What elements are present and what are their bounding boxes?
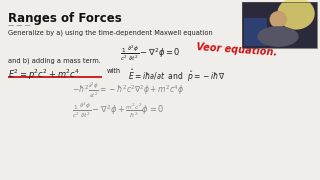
Text: $\hat{E} = i\hbar\partial/\partial t$  and  $\hat{p} = -i\hbar\nabla$: $\hat{E} = i\hbar\partial/\partial t$ an…: [128, 68, 225, 84]
Text: with: with: [107, 68, 121, 74]
Text: $\frac{1}{c^2}\frac{\partial^2\phi}{\partial t^2} - \nabla^2\phi = 0$: $\frac{1}{c^2}\frac{\partial^2\phi}{\par…: [120, 43, 180, 63]
Bar: [242, 2, 317, 48]
Ellipse shape: [277, 0, 315, 30]
Ellipse shape: [257, 26, 299, 47]
Bar: [244, 18, 267, 46]
Text: Veor equation.: Veor equation.: [196, 42, 277, 58]
Text: Ranges of Forces: Ranges of Forces: [8, 12, 122, 25]
Text: $E^2 = p^2c^2 + m^2c^4$: $E^2 = p^2c^2 + m^2c^4$: [8, 68, 80, 82]
Text: $-\hbar^2\frac{\partial^2\phi}{\partial t^2} = -\hbar^2 c^2\nabla^2\phi + m^2c^4: $-\hbar^2\frac{\partial^2\phi}{\partial …: [72, 80, 184, 100]
Circle shape: [270, 11, 286, 28]
Text: $\frac{1}{c^2}\frac{\partial^2\phi}{\partial t^2} - \nabla^2\phi + \frac{m^2c^2}: $\frac{1}{c^2}\frac{\partial^2\phi}{\par…: [72, 100, 164, 120]
Bar: [242, 2, 317, 48]
Text: Generalize by a) using the time-dependent Maxwell equation: Generalize by a) using the time-dependen…: [8, 30, 213, 37]
Text: — — —: — — —: [8, 23, 31, 28]
Text: and b) adding a mass term.: and b) adding a mass term.: [8, 57, 101, 64]
Bar: [242, 2, 317, 48]
